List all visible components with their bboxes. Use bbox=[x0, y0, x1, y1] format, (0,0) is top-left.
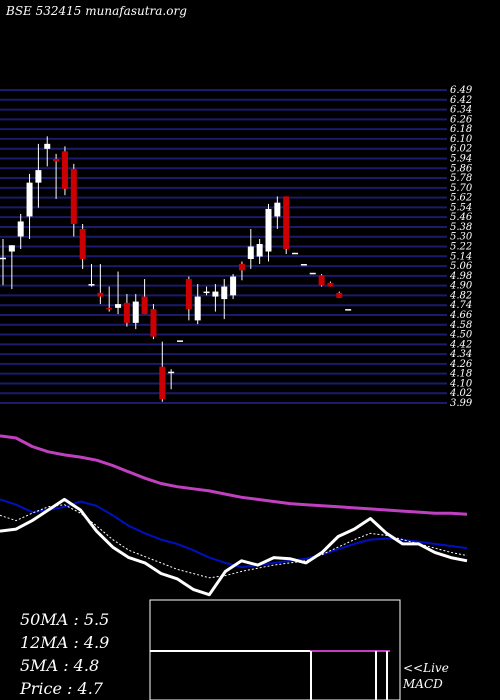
y-tick-label: 4.10 bbox=[449, 378, 473, 389]
y-tick-label: 5.46 bbox=[450, 212, 473, 223]
macd-bar bbox=[310, 651, 312, 700]
candle-body bbox=[274, 202, 281, 217]
candle-body bbox=[345, 309, 352, 311]
y-tick-label: 5.06 bbox=[450, 261, 473, 272]
ma50-value: 50MA : 5.5 bbox=[20, 610, 110, 629]
candle-body bbox=[26, 182, 33, 217]
candle-body bbox=[61, 151, 68, 189]
macd-panel bbox=[149, 599, 401, 700]
y-tick-label: 4.18 bbox=[449, 369, 472, 380]
candle-body bbox=[168, 371, 175, 374]
y-tick-label: 4.66 bbox=[449, 310, 473, 321]
ma-fast-line bbox=[0, 497, 468, 597]
y-tick-label: 4.58 bbox=[449, 320, 472, 331]
y-tick-label: 6.34 bbox=[450, 105, 472, 116]
y-tick-label: 5.30 bbox=[450, 232, 473, 243]
ma5-value: 5MA : 4.8 bbox=[20, 656, 100, 675]
candle-body bbox=[327, 282, 334, 287]
macd-label: MACD bbox=[403, 677, 443, 691]
candle-body bbox=[177, 340, 183, 342]
candle-body bbox=[247, 246, 254, 260]
candle-body bbox=[230, 276, 237, 296]
candle-body bbox=[300, 264, 307, 266]
y-tick-label: 6.18 bbox=[450, 124, 472, 135]
candle-body bbox=[221, 286, 228, 300]
candle-body bbox=[318, 275, 325, 286]
candle-body bbox=[141, 296, 148, 315]
y-tick-label: 4.02 bbox=[449, 388, 472, 399]
candlestick-series bbox=[0, 136, 352, 402]
candle-body bbox=[0, 257, 6, 260]
candle-body bbox=[203, 291, 210, 294]
y-tick-label: 4.98 bbox=[449, 271, 472, 282]
candle-body bbox=[283, 196, 290, 250]
y-tick-label: 4.74 bbox=[449, 300, 472, 311]
y-tick-label: 6.02 bbox=[450, 144, 472, 155]
ma-dotted-line bbox=[0, 504, 468, 579]
candle-body bbox=[17, 221, 24, 237]
y-tick-label: 5.86 bbox=[450, 163, 473, 174]
y-tick-label: 5.78 bbox=[450, 173, 472, 184]
y-tick-label: 5.62 bbox=[450, 193, 472, 204]
candle-body bbox=[309, 272, 316, 275]
macd-bar bbox=[386, 651, 388, 700]
candle-body bbox=[256, 243, 263, 257]
candle-body bbox=[44, 143, 51, 149]
price-value: Price : 4.7 bbox=[20, 679, 103, 698]
price-grid bbox=[0, 89, 447, 404]
candle-body bbox=[292, 252, 299, 255]
y-tick-label: 5.54 bbox=[450, 202, 472, 213]
y-tick-label: 4.50 bbox=[449, 330, 473, 341]
live-label: <<Live bbox=[403, 661, 449, 675]
candle-body bbox=[88, 284, 95, 286]
candle-body bbox=[185, 279, 192, 310]
candle-body bbox=[238, 264, 245, 271]
y-tick-label: 6.42 bbox=[450, 95, 472, 106]
candle-body bbox=[70, 168, 77, 224]
candle-body bbox=[265, 208, 272, 252]
ma12-value: 12MA : 4.9 bbox=[20, 633, 110, 652]
candle-body bbox=[53, 158, 60, 162]
candle-body bbox=[35, 170, 42, 183]
y-tick-label: 5.38 bbox=[450, 222, 472, 233]
ma-long-line bbox=[0, 434, 468, 516]
candle-body bbox=[159, 366, 166, 400]
candle-body bbox=[106, 307, 113, 310]
chart-title: BSE 532415 munafasutra.org bbox=[6, 4, 187, 18]
candle-body bbox=[123, 302, 130, 323]
price-axis: 6.496.426.346.266.186.106.025.945.865.78… bbox=[449, 85, 473, 409]
candle-body bbox=[79, 228, 86, 260]
candle-body bbox=[8, 245, 15, 252]
y-tick-label: 3.99 bbox=[450, 398, 473, 409]
macd-bar bbox=[375, 651, 377, 700]
moving-average-panel bbox=[0, 434, 468, 597]
candle-body bbox=[132, 301, 139, 323]
candle-body bbox=[212, 291, 219, 297]
y-tick-label: 6.26 bbox=[450, 114, 473, 125]
candle-body bbox=[97, 292, 104, 297]
y-tick-label: 4.26 bbox=[449, 359, 473, 370]
candle-body bbox=[150, 309, 157, 337]
y-tick-label: 5.14 bbox=[450, 251, 472, 262]
y-tick-label: 6.10 bbox=[450, 134, 473, 145]
y-tick-label: 4.34 bbox=[449, 349, 472, 360]
candle-body bbox=[336, 292, 343, 298]
y-tick-label: 5.22 bbox=[450, 242, 472, 253]
y-tick-label: 5.94 bbox=[450, 153, 472, 164]
y-tick-label: 6.49 bbox=[450, 85, 473, 96]
y-tick-label: 4.42 bbox=[449, 339, 472, 350]
candle-body bbox=[194, 296, 201, 321]
candle-body bbox=[115, 304, 122, 308]
y-tick-label: 4.90 bbox=[449, 281, 473, 292]
y-tick-label: 5.70 bbox=[450, 183, 473, 194]
y-tick-label: 4.82 bbox=[449, 290, 472, 301]
